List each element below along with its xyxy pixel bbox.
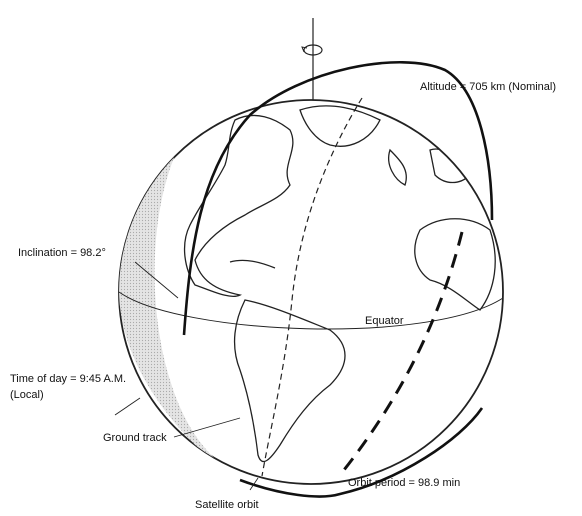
equator-line: [118, 291, 504, 330]
rotation-axis: [301, 18, 323, 100]
satellite-orbit-path: [182, 60, 494, 498]
night-side: [119, 130, 240, 478]
time-label: Time of day = 9:45 A.M.: [10, 373, 126, 385]
leaders: [114, 261, 259, 491]
ground-track-label: Ground track: [103, 432, 167, 444]
inclination-label: Inclination = 98.2°: [18, 247, 106, 259]
globe: [118, 97, 504, 485]
ground-track-line: [261, 97, 363, 477]
time-note-label: (Local): [10, 389, 44, 401]
equator-label: Equator: [365, 315, 404, 327]
orbit-period-label: Orbit period = 98.9 min: [348, 477, 460, 489]
satellite-orbit-label: Satellite orbit: [195, 499, 259, 511]
altitude-label: Altitude = 705 km (Nominal): [420, 81, 556, 93]
